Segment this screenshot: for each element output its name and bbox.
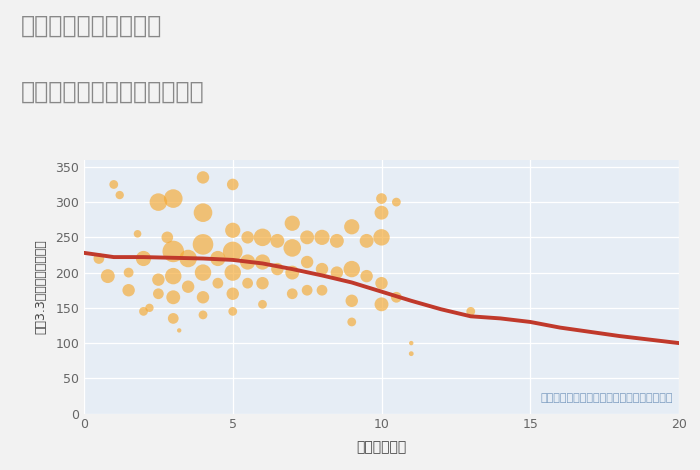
Point bbox=[331, 237, 342, 244]
Point bbox=[197, 241, 209, 248]
Point bbox=[227, 227, 238, 234]
Point bbox=[272, 265, 283, 273]
Point bbox=[168, 248, 179, 255]
Point bbox=[406, 350, 417, 358]
Point bbox=[93, 255, 104, 262]
Point bbox=[331, 269, 342, 276]
Point bbox=[287, 219, 298, 227]
Point bbox=[376, 301, 387, 308]
Point bbox=[197, 269, 209, 276]
Point bbox=[287, 290, 298, 298]
Point bbox=[361, 237, 372, 244]
Point bbox=[227, 181, 238, 188]
Point bbox=[302, 258, 313, 266]
Point bbox=[183, 255, 194, 262]
Point bbox=[257, 258, 268, 266]
Point bbox=[168, 195, 179, 203]
Point bbox=[123, 269, 134, 276]
Point bbox=[168, 293, 179, 301]
Point bbox=[346, 223, 357, 231]
Point bbox=[168, 315, 179, 322]
Point bbox=[465, 307, 476, 315]
Point bbox=[227, 248, 238, 255]
Point bbox=[114, 191, 125, 199]
Point bbox=[197, 293, 209, 301]
Point bbox=[346, 297, 357, 305]
Point bbox=[287, 269, 298, 276]
Point bbox=[391, 198, 402, 206]
Point bbox=[227, 269, 238, 276]
Point bbox=[227, 290, 238, 298]
Point bbox=[361, 272, 372, 280]
Point bbox=[212, 255, 223, 262]
Point bbox=[257, 279, 268, 287]
Point bbox=[391, 293, 402, 301]
Point bbox=[227, 307, 238, 315]
Point bbox=[316, 265, 328, 273]
Point bbox=[346, 265, 357, 273]
Point bbox=[162, 234, 173, 241]
Point bbox=[197, 174, 209, 181]
Point bbox=[272, 237, 283, 244]
Point bbox=[153, 198, 164, 206]
Point bbox=[316, 286, 328, 294]
Point bbox=[174, 327, 185, 334]
Point bbox=[102, 272, 113, 280]
Y-axis label: 坪（3.3㎡）単価（万円）: 坪（3.3㎡）単価（万円） bbox=[34, 239, 47, 334]
Point bbox=[168, 272, 179, 280]
Point bbox=[376, 195, 387, 203]
Point bbox=[242, 234, 253, 241]
Point bbox=[376, 279, 387, 287]
Point bbox=[242, 279, 253, 287]
Point bbox=[138, 255, 149, 262]
Point bbox=[153, 276, 164, 283]
Point bbox=[183, 283, 194, 290]
Point bbox=[257, 234, 268, 241]
Point bbox=[197, 311, 209, 319]
Point bbox=[144, 304, 155, 312]
Point bbox=[197, 209, 209, 216]
Text: 駅距離別中古マンション価格: 駅距離別中古マンション価格 bbox=[21, 80, 204, 104]
Point bbox=[376, 209, 387, 216]
X-axis label: 駅距離（分）: 駅距離（分） bbox=[356, 440, 407, 454]
Point bbox=[138, 307, 149, 315]
Point bbox=[257, 301, 268, 308]
Point bbox=[376, 234, 387, 241]
Point bbox=[287, 244, 298, 252]
Point bbox=[132, 230, 144, 238]
Point bbox=[346, 318, 357, 326]
Text: 円の大きさは、取引のあった物件面積を示す: 円の大きさは、取引のあった物件面積を示す bbox=[540, 393, 673, 403]
Point bbox=[302, 234, 313, 241]
Point bbox=[302, 286, 313, 294]
Point bbox=[153, 290, 164, 298]
Point bbox=[108, 181, 119, 188]
Point bbox=[212, 279, 223, 287]
Point bbox=[316, 234, 328, 241]
Point bbox=[123, 286, 134, 294]
Point bbox=[242, 258, 253, 266]
Point bbox=[406, 339, 417, 347]
Text: 東京都地下鉄成増駅の: 東京都地下鉄成増駅の bbox=[21, 14, 162, 38]
